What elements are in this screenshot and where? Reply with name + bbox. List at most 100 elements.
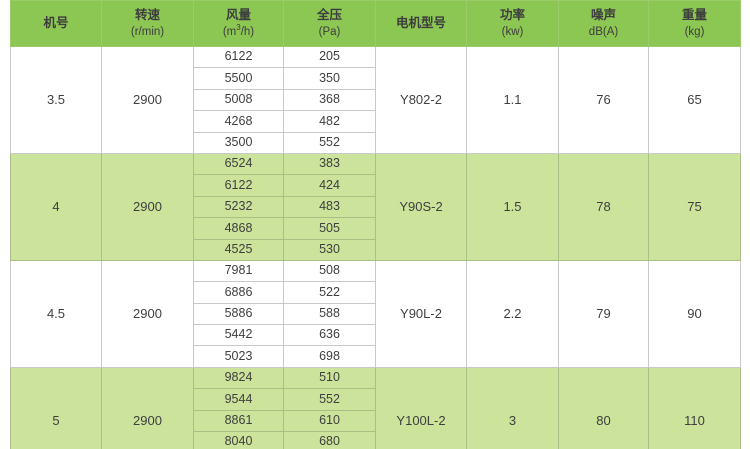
table-row: 4525 530 [11, 238, 741, 261]
table-row: 5023 698 [11, 345, 741, 368]
table-row: 8040 680 [11, 431, 741, 449]
cell-power: 2.2 [466, 259, 559, 368]
cell-pressure: 510 [283, 366, 376, 390]
cell-air-volume: 5023 [193, 345, 284, 368]
cell-air-volume: 6122 [193, 174, 284, 197]
column-header-speed: 转速 (r/min) [101, 0, 194, 47]
cell-motor-type: Y90S-2 [375, 152, 467, 261]
column-header-label: 风量 [225, 8, 251, 22]
cell-pressure: 483 [283, 195, 376, 219]
cell-power: 1.1 [466, 46, 559, 154]
cell-air-volume: 5008 [193, 88, 284, 112]
cell-weight: 65 [648, 46, 741, 154]
column-header-label: 机号 [43, 15, 69, 30]
cell-air-volume: 3500 [193, 131, 284, 154]
cell-air-volume: 4268 [193, 110, 284, 133]
cell-motor-type: Y802-2 [375, 46, 467, 154]
cell-pressure: 482 [283, 110, 376, 133]
table-row: 6886 522 [11, 281, 741, 304]
table-row: 8861 610 [11, 409, 741, 433]
cell-weight: 90 [648, 259, 741, 368]
column-header-label: 重量 [681, 8, 707, 22]
table-body: 3.5 2900 6122 205 Y802-2 1.1 76 65 5500 350 5008 36… [10, 45, 741, 449]
table-row: 5008 368 [11, 88, 741, 112]
column-header-unit: (r/min) [130, 25, 165, 38]
column-header-unit: (Pa) [318, 25, 341, 38]
cell-motor-type: Y90L-2 [375, 259, 467, 368]
cell-noise: 80 [558, 366, 649, 449]
column-header-unit: dB(A) [588, 25, 619, 38]
table-row: 3.5 2900 6122 205 Y802-2 1.1 76 65 [10, 45, 741, 154]
column-header-label: 全压 [316, 8, 342, 22]
column-header-power: 功率 (kw) [466, 0, 559, 47]
cell-pressure: 205 [283, 45, 376, 69]
column-header-unit: (m3/h) [222, 22, 255, 38]
cell-pressure: 522 [283, 281, 376, 304]
cell-pressure: 508 [283, 259, 376, 283]
column-header-air_volume: 风量 (m3/h) [193, 0, 284, 47]
cell-pressure: 505 [283, 217, 376, 240]
cell-noise: 76 [558, 46, 649, 154]
cell-weight: 75 [648, 152, 741, 261]
cell-air-volume: 8861 [193, 409, 284, 433]
column-header-weight: 重量 (kg) [648, 0, 741, 47]
cell-air-volume: 6524 [193, 152, 284, 176]
cell-speed: 2900 [101, 46, 194, 154]
cell-noise: 79 [558, 259, 649, 368]
cell-pressure: 383 [283, 152, 376, 176]
cell-air-volume: 9544 [193, 388, 284, 411]
table-row: 9544 552 [11, 388, 741, 411]
cell-pressure: 588 [283, 302, 376, 326]
cell-pressure: 552 [283, 388, 376, 411]
cell-power: 3 [466, 366, 559, 449]
table-row: 5500 350 [11, 67, 741, 90]
cell-motor-type: Y100L-2 [375, 366, 467, 449]
table-row: 6122 424 [11, 174, 741, 197]
cell-air-volume: 5232 [193, 195, 284, 219]
column-header-unit: (kw) [501, 25, 524, 38]
column-header-motor_type: 电机型号 [375, 0, 467, 47]
cell-air-volume: 4868 [193, 217, 284, 240]
cell-speed: 2900 [101, 152, 194, 261]
cell-model-no: 3.5 [10, 46, 102, 154]
table-row: 4.5 2900 7981 508 Y90L-2 2.2 79 90 [10, 259, 741, 368]
cell-pressure: 698 [283, 345, 376, 368]
cell-model-no: 4 [10, 152, 102, 261]
column-header-label: 功率 [499, 8, 525, 22]
cell-pressure: 552 [283, 131, 376, 154]
table-row: 5886 588 [11, 302, 741, 326]
column-header-label: 噪声 [590, 8, 616, 22]
table-row: 4 2900 6524 383 Y90S-2 1.5 78 75 [10, 152, 741, 261]
cell-model-no: 5 [10, 366, 102, 449]
cell-pressure: 680 [283, 431, 376, 449]
table-row: 4268 482 [11, 110, 741, 133]
cell-pressure: 530 [283, 238, 376, 261]
column-header-pressure: 全压 (Pa) [283, 0, 376, 47]
cell-air-volume: 6886 [193, 281, 284, 304]
cell-pressure: 610 [283, 409, 376, 433]
table-header: 机号 转速 (r/min) 风量 (m3/h) 全压 (Pa) 电机型号 功率 (kw) 噪声 dB(… [10, 0, 741, 47]
column-header-label: 电机型号 [395, 15, 446, 30]
cell-air-volume: 8040 [193, 431, 284, 449]
cell-noise: 78 [558, 152, 649, 261]
table-row: 5232 483 [11, 195, 741, 219]
cell-speed: 2900 [101, 366, 194, 449]
table-row: 5 2900 9824 510 Y100L-2 3 80 110 [10, 366, 741, 449]
cell-power: 1.5 [466, 152, 559, 261]
fan-specification-table: 机号 转速 (r/min) 风量 (m3/h) 全压 (Pa) 电机型号 功率 (kw) 噪声 dB(… [10, 0, 741, 449]
column-header-model_no: 机号 [10, 0, 102, 47]
cell-air-volume: 5442 [193, 324, 284, 347]
column-header-label: 转速 [134, 8, 160, 22]
cell-pressure: 350 [283, 67, 376, 90]
cell-air-volume: 6122 [193, 45, 284, 69]
cell-air-volume: 7981 [193, 259, 284, 283]
table-row: 4868 505 [11, 217, 741, 240]
cell-model-no: 4.5 [10, 259, 102, 368]
cell-speed: 2900 [101, 259, 194, 368]
cell-pressure: 424 [283, 174, 376, 197]
cell-pressure: 368 [283, 88, 376, 112]
cell-pressure: 636 [283, 324, 376, 347]
cell-air-volume: 5886 [193, 302, 284, 326]
cell-weight: 110 [648, 366, 741, 449]
